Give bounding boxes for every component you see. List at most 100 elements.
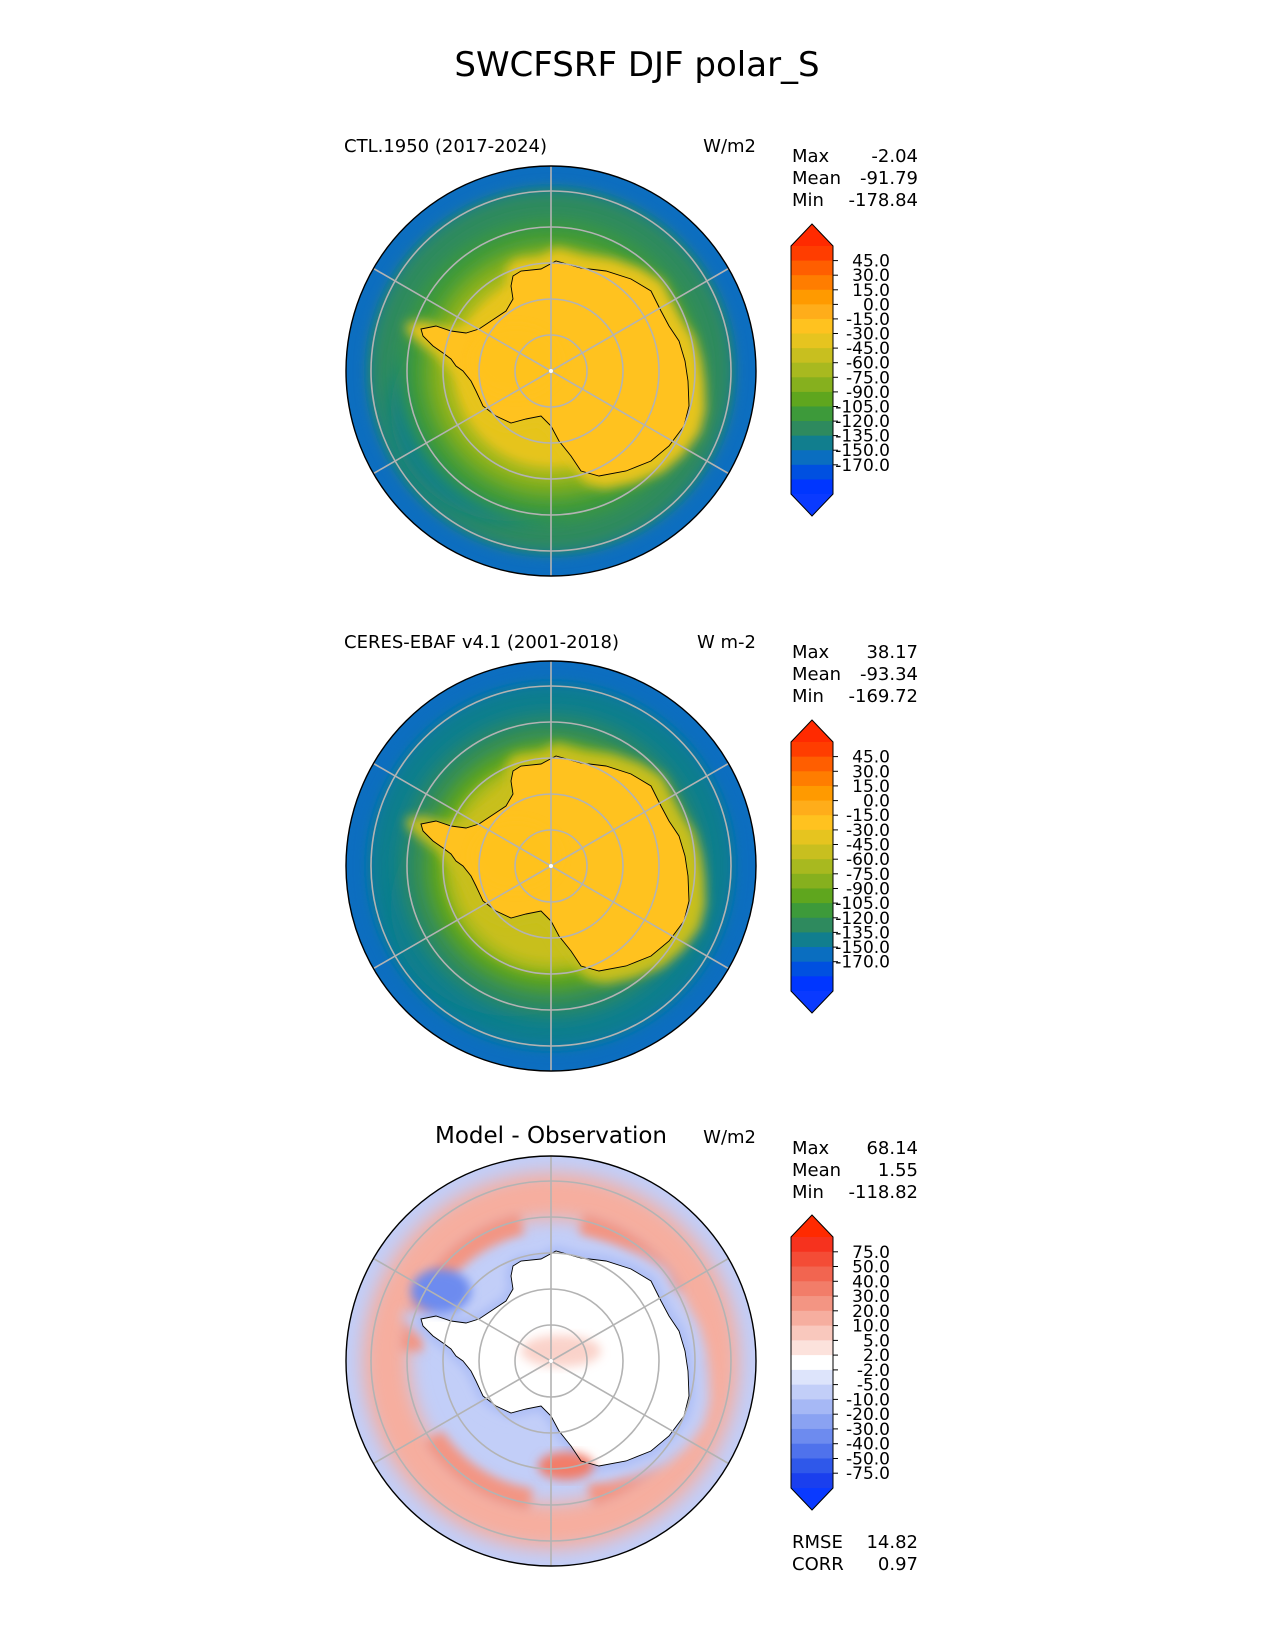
colorbar-segment — [791, 976, 833, 992]
colorbar-tick-label: -5.0 — [857, 1376, 890, 1396]
gridline — [550, 1360, 729, 1465]
colorbar-segment — [791, 362, 833, 378]
colorbar-segment — [791, 1369, 833, 1386]
gridline — [550, 267, 729, 372]
colorbar-segment — [791, 1340, 833, 1356]
map-boundary — [345, 1155, 757, 1567]
polar-map — [345, 1155, 757, 1567]
colorbar-tick-label: 75.0 — [852, 1243, 890, 1263]
colorbar-tick-label: 15.0 — [852, 281, 890, 301]
stat-value: -178.84 — [849, 190, 918, 211]
panel-title-left: CTL.1950 (2017-2024) — [344, 136, 547, 157]
colorbar-outline — [790, 223, 834, 517]
metric-value: 0.97 — [878, 1554, 918, 1575]
stat-value: -91.79 — [860, 168, 918, 189]
colorbar-segment — [791, 421, 833, 437]
coastline — [420, 755, 690, 972]
colorbar-segment — [791, 435, 833, 451]
gridline — [373, 1257, 552, 1362]
colorbar-tick-label: -170.0 — [835, 953, 890, 973]
panel-difference: Model - Observation W/m2 Max 68.14 Mean … — [345, 1123, 918, 1575]
gridline — [550, 370, 729, 475]
colorbar-segment — [791, 1399, 833, 1415]
colorbar-tick-label: -10.0 — [846, 1390, 890, 1410]
colorbar-segment — [791, 888, 833, 904]
panel-observation: CERES-EBAF v4.1 (2001-2018) W m-2 Max 38… — [344, 632, 918, 1072]
colorbar-segment — [791, 742, 833, 758]
panel-model: CTL.1950 (2017-2024) W/m2 Max -2.04 Mean… — [344, 136, 918, 577]
colorbar-tick-label: -20.0 — [846, 1405, 890, 1425]
stat-value: -93.34 — [860, 664, 918, 685]
colorbar-segment — [791, 406, 833, 422]
stat-value: -169.72 — [849, 686, 918, 707]
stat-value: 38.17 — [866, 642, 918, 663]
colorbar-outline — [790, 1214, 834, 1511]
gridline — [550, 1257, 729, 1362]
colorbar-segment — [791, 391, 833, 407]
colorbar-tick-label: -30.0 — [846, 821, 890, 841]
metric-label: CORR — [792, 1554, 844, 1575]
colorbar-segment — [791, 1281, 833, 1297]
polar-map — [345, 660, 757, 1072]
stat-label: Mean — [792, 168, 841, 189]
colorbar-segment — [791, 961, 833, 977]
panel-units: W/m2 — [703, 1127, 756, 1148]
colorbar-segment — [791, 450, 833, 466]
panel-title-left: CERES-EBAF v4.1 (2001-2018) — [344, 632, 619, 653]
colorbar-segment — [791, 859, 833, 875]
colorbar-outline — [790, 719, 834, 1014]
colorbar-segment — [791, 1251, 833, 1268]
colorbar-tick-label: -90.0 — [846, 880, 890, 900]
colorbar-segment — [791, 829, 833, 846]
stat-label: Max — [792, 642, 830, 663]
stats-block: Max -2.04 Mean -91.79 Min -178.84 — [792, 146, 918, 211]
colorbar-segment — [791, 377, 833, 393]
colorbar-segment — [791, 1443, 833, 1459]
colorbar-over-extend — [791, 224, 833, 246]
colorbar-segment — [791, 771, 833, 787]
colorbar-tick-label: -40.0 — [846, 1435, 890, 1455]
panel-units: W m-2 — [697, 632, 756, 653]
colorbar-segment — [791, 1325, 833, 1341]
panel-title-center: Model - Observation — [435, 1123, 667, 1149]
colorbar-tick-label: -30.0 — [846, 325, 890, 345]
gridline — [373, 865, 552, 970]
colorbar-segment — [791, 1384, 833, 1400]
colorbar-tick-label: 30.0 — [852, 1287, 890, 1307]
colorbar-tick-label: -105.0 — [835, 398, 890, 418]
colorbar-tick-label: 30.0 — [852, 266, 890, 286]
colorbar-tick-label: -75.0 — [846, 368, 890, 388]
colorbar-segment — [791, 932, 833, 948]
gridline — [550, 762, 729, 867]
stat-value: 1.55 — [878, 1160, 918, 1181]
colorbar-segment — [791, 1414, 833, 1430]
colorbar-tick-label: 30.0 — [852, 762, 890, 782]
colorbar-tick-label: 0.0 — [863, 792, 890, 812]
colorbar-segment — [791, 464, 833, 480]
colorbar-segment — [791, 1266, 833, 1282]
colorbar-tick-label: 45.0 — [852, 252, 890, 272]
colorbar-tick-label: -90.0 — [846, 383, 890, 403]
gridline — [373, 267, 552, 372]
colorbar-under-extend — [791, 1488, 833, 1510]
colorbar-tick-label: -135.0 — [835, 923, 890, 943]
colorbar-segment — [791, 260, 833, 276]
colorbar-segment — [791, 1473, 833, 1489]
colorbar-segment — [791, 1428, 833, 1445]
stats-block: Max 68.14 Mean 1.55 Min -118.82 — [792, 1138, 918, 1203]
stat-label: Min — [792, 686, 824, 707]
colorbar-segment — [791, 917, 833, 933]
metric-value: 14.82 — [866, 1532, 918, 1553]
colorbar-segment — [791, 1458, 833, 1474]
colorbar-tick-label: 10.0 — [852, 1317, 890, 1337]
figure-title: SWCFSRF DJF polar_S — [454, 45, 819, 85]
colorbar-segment — [791, 246, 833, 262]
colorbar-tick-label: -105.0 — [835, 894, 890, 914]
polar-map — [345, 165, 757, 577]
colorbar-tick-label: -120.0 — [835, 412, 890, 432]
coastline — [420, 260, 690, 477]
stat-label: Mean — [792, 1160, 841, 1181]
coastline — [420, 1250, 690, 1467]
stat-value: 68.14 — [866, 1138, 918, 1159]
